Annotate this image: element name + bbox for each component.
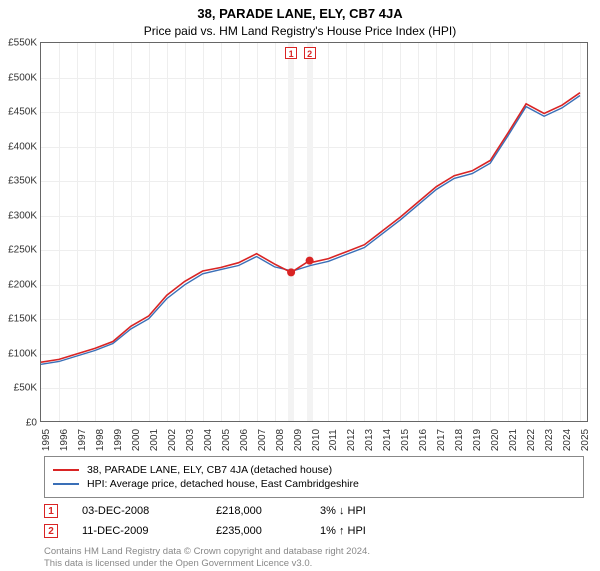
x-axis-label: 2011 [328,429,339,451]
sale-pct-vs-hpi: 3% ↓ HPI [320,505,366,517]
x-axis-label: 1999 [113,429,124,451]
y-axis-label: £400K [1,141,37,152]
x-axis-label: 2022 [526,429,537,451]
chart-container: 38, PARADE LANE, ELY, CB7 4JA Price paid… [0,0,600,560]
sale-date: 11-DEC-2009 [82,525,192,537]
legend-item: HPI: Average price, detached house, East… [53,477,575,491]
x-axis-label: 2003 [185,429,196,451]
y-axis-label: £100K [1,348,37,359]
sale-row: 1 03-DEC-2008 £218,000 3% ↓ HPI [44,504,600,518]
x-axis-label: 2015 [400,429,411,451]
x-axis-label: 2008 [275,429,286,451]
y-axis-label: £300K [1,210,37,221]
series-line [41,93,580,363]
x-axis-label: 1996 [59,429,70,451]
sale-price: £235,000 [216,525,296,537]
chart-subtitle: Price paid vs. HM Land Registry's House … [0,21,600,42]
y-axis-label: £500K [1,72,37,83]
x-axis-label: 2012 [346,429,357,451]
x-axis-label: 1998 [95,429,106,451]
x-axis-label: 2007 [257,429,268,451]
y-axis-label: £350K [1,176,37,187]
legend-swatch-icon [53,483,79,485]
x-axis-label: 2013 [364,429,375,451]
y-axis-label: £150K [1,314,37,325]
y-axis-label: £50K [1,383,37,394]
sale-pct-vs-hpi: 1% ↑ HPI [320,525,366,537]
x-axis-label: 2006 [239,429,250,451]
sale-row: 2 11-DEC-2009 £235,000 1% ↑ HPI [44,524,600,538]
x-axis-label: 1997 [77,429,88,451]
x-axis-label: 2005 [221,429,232,451]
x-axis-label: 2023 [544,429,555,451]
series-line [41,96,580,365]
chart-svg [41,43,589,423]
y-axis-label: £550K [1,38,37,49]
legend-box: 38, PARADE LANE, ELY, CB7 4JA (detached … [44,456,584,498]
x-axis-label: 2020 [490,429,501,451]
x-axis-label: 2014 [382,429,393,451]
sale-date: 03-DEC-2008 [82,505,192,517]
x-axis-label: 2025 [580,429,591,451]
y-axis-label: £0 [1,418,37,429]
sale-row-marker: 2 [44,524,58,538]
chart-plot-area: £0£50K£100K£150K£200K£250K£300K£350K£400… [40,42,588,422]
x-axis-label: 2009 [293,429,304,451]
sale-point-icon [306,257,314,265]
y-axis-label: £200K [1,279,37,290]
sale-point-icon [287,268,295,276]
sales-table: 1 03-DEC-2008 £218,000 3% ↓ HPI 2 11-DEC-2009… [0,504,600,538]
footer-attribution: Contains HM Land Registry data © Crown c… [44,546,600,571]
x-axis-label: 2017 [436,429,447,451]
x-axis-label: 2018 [454,429,465,451]
arrow-down-icon: ↓ [339,505,345,517]
y-axis-label: £250K [1,245,37,256]
arrow-up-icon: ↑ [339,525,345,537]
x-axis-label: 2016 [418,429,429,451]
legend-label: HPI: Average price, detached house, East… [87,478,359,490]
x-axis-label: 2010 [311,429,322,451]
x-axis-label: 2004 [203,429,214,451]
y-axis-label: £450K [1,107,37,118]
legend-item: 38, PARADE LANE, ELY, CB7 4JA (detached … [53,463,575,477]
chart-title: 38, PARADE LANE, ELY, CB7 4JA [0,0,600,21]
x-axis-label: 2019 [472,429,483,451]
x-axis-label: 1995 [41,429,52,451]
x-axis-label: 2001 [149,429,160,451]
legend-swatch-icon [53,469,79,471]
x-axis-label: 2000 [131,429,142,451]
footer-line2: This data is licensed under the Open Gov… [44,558,600,570]
footer-line1: Contains HM Land Registry data © Crown c… [44,546,600,558]
sale-price: £218,000 [216,505,296,517]
x-axis-label: 2021 [508,429,519,451]
sale-row-marker: 1 [44,504,58,518]
x-axis-label: 2002 [167,429,178,451]
legend-label: 38, PARADE LANE, ELY, CB7 4JA (detached … [87,464,332,476]
x-axis-label: 2024 [562,429,573,451]
